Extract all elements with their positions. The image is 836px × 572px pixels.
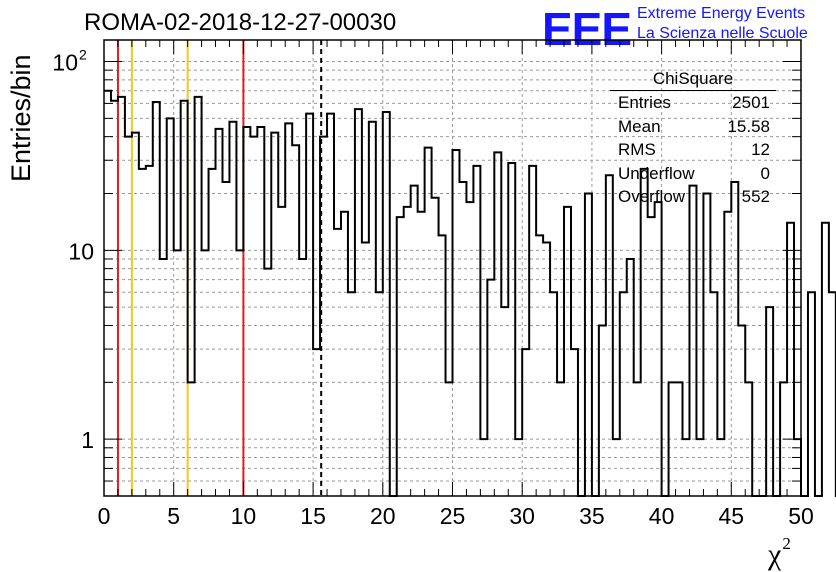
y-tick-label: 10	[68, 238, 94, 264]
x-tick-label: 5	[167, 503, 180, 529]
x-tick-label: 15	[300, 503, 326, 529]
stats-value: 0	[760, 163, 770, 183]
stats-value: 15.58	[727, 116, 770, 136]
stats-label: Entries	[618, 93, 671, 112]
stats-label: Underflow	[618, 163, 695, 183]
logo-line-1: Extreme Energy Events	[637, 5, 806, 22]
logo-line-2: La Scienza nelle Scuole	[637, 25, 808, 42]
stats-label: Mean	[618, 116, 661, 136]
x-axis-label-exponent: 2	[782, 534, 791, 553]
y-tick-label: 10	[52, 50, 78, 76]
stats-box: ChiSquare Entries 2501 Mean 15.58 RMS 12 Un…	[610, 68, 776, 209]
stats-row-underflow: Underflow 0	[610, 162, 776, 186]
x-tick-label: 40	[649, 503, 675, 529]
x-axis-label: χ2	[768, 534, 791, 572]
stats-row-overflow: Overflow 552	[610, 185, 776, 209]
eee-logo-mark: EEE	[542, 3, 632, 55]
stats-value: 552	[741, 187, 770, 206]
y-tick-label-exponent: 2	[79, 47, 87, 63]
x-tick-label: 35	[579, 503, 605, 529]
stats-value: 2501	[732, 93, 770, 112]
x-tick-label: 30	[509, 503, 535, 529]
plot-title: ROMA-02-2018-12-27-00030	[84, 9, 397, 36]
x-tick-label: 25	[440, 503, 466, 529]
x-tick-label: 45	[719, 503, 745, 529]
x-tick-label: 20	[370, 503, 396, 529]
stats-row-rms: RMS 12	[610, 138, 776, 162]
stats-value: 12	[751, 140, 770, 159]
y-tick-label: 1	[81, 427, 94, 453]
stats-label: Overflow	[618, 187, 686, 206]
stats-title: ChiSquare	[610, 68, 776, 91]
stats-row-entries: Entries 2501	[610, 91, 776, 115]
x-axis-label-base: χ	[768, 538, 782, 571]
stats-row-mean: Mean 15.58	[610, 115, 776, 139]
stats-label: RMS	[618, 140, 656, 159]
x-tick-label: 50	[788, 503, 814, 529]
x-tick-label: 10	[231, 503, 257, 529]
x-tick-label: 0	[98, 503, 111, 529]
histogram-series	[104, 89, 836, 497]
